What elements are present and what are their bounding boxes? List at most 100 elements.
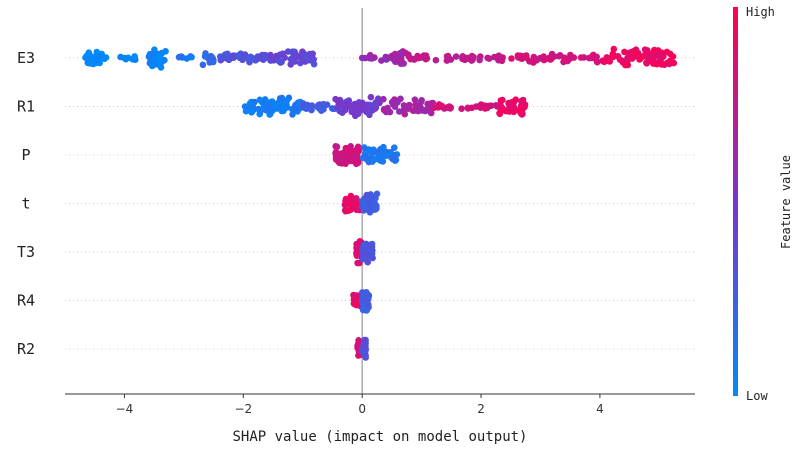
shap-point: [292, 106, 300, 113]
shap-point: [370, 146, 377, 153]
feature-label: E3: [17, 49, 35, 67]
shap-point: [390, 152, 398, 159]
shap-point: [267, 51, 274, 59]
shap-point: [201, 53, 209, 60]
shap-point: [302, 104, 309, 112]
shap-point: [309, 50, 317, 58]
shap-point: [161, 56, 168, 64]
shap-point: [256, 96, 264, 104]
shap-point: [283, 97, 291, 104]
feature-labels: E3 R1 Pt T3 R4 R2: [17, 49, 35, 358]
shap-point: [352, 102, 360, 109]
shap-point: [365, 109, 373, 116]
colorbar: High Low Feature value: [733, 5, 793, 403]
shap-point: [343, 101, 351, 109]
shap-point: [224, 50, 231, 58]
shap-point: [101, 55, 108, 63]
shap-point: [391, 144, 398, 151]
shap-point: [391, 50, 399, 58]
shap-point: [131, 53, 138, 60]
shap-point: [359, 289, 366, 297]
shap-point: [371, 206, 379, 213]
shap-point: [374, 95, 382, 102]
shap-point: [631, 51, 639, 59]
shap-point: [481, 102, 488, 109]
shap-point: [422, 55, 429, 62]
shap-point: [276, 95, 284, 102]
shap-point: [432, 56, 440, 64]
shap-point: [497, 97, 505, 104]
shap-point: [616, 56, 624, 63]
shap-point: [540, 53, 547, 60]
shap-point: [335, 155, 343, 163]
colorbar-high-label: High: [746, 5, 775, 19]
colorbar-gradient: [733, 7, 738, 396]
shap-point: [273, 103, 280, 111]
beeswarm-points: [82, 45, 678, 361]
shap-point: [217, 53, 224, 60]
shap-point: [358, 54, 366, 62]
shap-point: [209, 54, 216, 62]
shap-point: [121, 54, 128, 62]
shap-point: [580, 54, 588, 61]
shap-point: [378, 147, 385, 155]
shap-point: [621, 48, 628, 56]
shap-point: [248, 108, 256, 115]
shap-point: [293, 53, 301, 61]
shap-point: [443, 57, 451, 64]
shap-point: [609, 52, 617, 59]
shap-point: [486, 102, 493, 110]
shap-point: [650, 60, 657, 67]
shap-point: [308, 106, 315, 114]
shap-point: [530, 59, 537, 66]
shap-point: [643, 53, 651, 61]
feature-label: R1: [17, 98, 35, 116]
row-gridlines: [65, 57, 695, 350]
shap-point: [275, 58, 283, 65]
shap-point: [359, 255, 367, 263]
shap-point: [670, 59, 678, 67]
shap-point: [350, 291, 357, 299]
shap-point: [93, 56, 100, 63]
shap-point: [367, 93, 375, 101]
x-tick-label: −4: [116, 402, 134, 416]
shap-point: [362, 343, 369, 350]
shap-point: [354, 259, 361, 267]
shap-point: [624, 61, 632, 69]
shap-point: [593, 53, 600, 61]
feature-label: R4: [17, 292, 35, 310]
shap-point: [347, 192, 355, 200]
shap-point: [345, 207, 352, 214]
feature-label: R2: [17, 340, 35, 358]
shap-point: [287, 61, 295, 68]
shap-point: [359, 348, 367, 356]
shap-point: [468, 52, 476, 60]
shap-point: [508, 55, 515, 62]
shap-point: [495, 52, 503, 59]
shap-point: [380, 106, 388, 114]
shap-point: [333, 143, 341, 151]
shap-point: [366, 51, 374, 59]
shap-point: [447, 104, 454, 111]
shap-point: [383, 56, 390, 63]
shap-point: [289, 111, 296, 118]
shap-point: [518, 55, 526, 62]
shap-point: [244, 103, 252, 110]
shap-point: [150, 61, 158, 69]
shap-point: [400, 102, 408, 109]
shap-point: [380, 95, 387, 103]
shap-point: [379, 158, 387, 165]
shap-point: [332, 95, 339, 103]
feature-label: T3: [17, 243, 35, 261]
shap-point: [162, 48, 169, 55]
shap-point: [350, 153, 358, 160]
shap-point: [365, 242, 373, 249]
shap-point: [370, 101, 378, 109]
shap-point: [280, 107, 287, 115]
shap-point: [663, 48, 671, 56]
shap-point: [610, 45, 618, 53]
shap-point: [653, 52, 660, 59]
x-tick-label: 2: [477, 402, 485, 416]
shap-point: [316, 101, 323, 108]
